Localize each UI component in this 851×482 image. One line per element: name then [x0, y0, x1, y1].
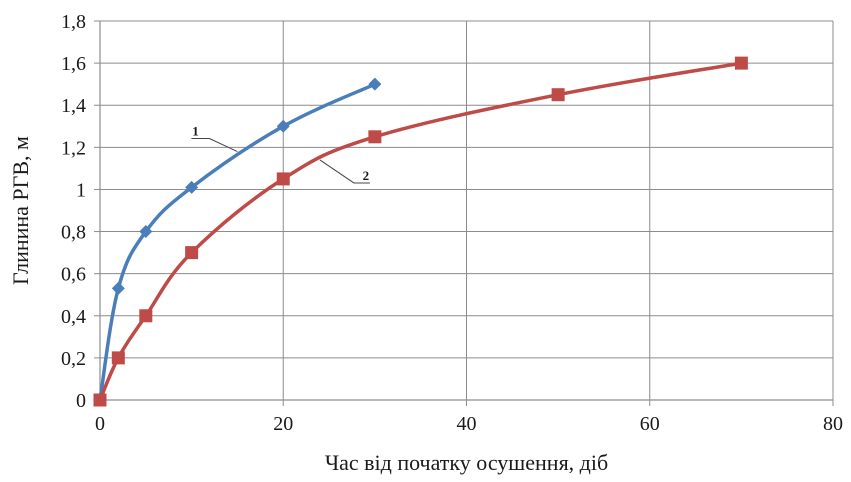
- y-tick-label: 0,2: [61, 348, 86, 370]
- y-tick-label: 0: [76, 390, 86, 412]
- y-tick-label: 1,6: [61, 53, 86, 75]
- x-tick-label: 60: [640, 413, 660, 435]
- x-tick-label: 0: [95, 413, 105, 435]
- series-2: [93, 56, 748, 407]
- x-axis-title: Час від початку осушення, діб: [325, 450, 608, 475]
- y-tick-label: 0,6: [61, 264, 86, 286]
- y-tick-label: 0,4: [61, 306, 86, 328]
- data-point-square: [276, 172, 290, 186]
- y-tick-label: 0,8: [61, 222, 86, 244]
- series-1: [93, 77, 382, 407]
- axes: [94, 20, 834, 406]
- data-point-diamond: [276, 119, 290, 133]
- data-point-square: [551, 88, 565, 102]
- data-point-square: [111, 351, 125, 365]
- x-tick-label: 40: [457, 413, 477, 435]
- data-point-diamond: [368, 77, 382, 91]
- y-tick-label: 1,8: [61, 11, 86, 33]
- series-2-leader: [319, 159, 370, 184]
- series-1-line: [98, 82, 376, 401]
- series-1-annotation: 1: [192, 124, 199, 139]
- data-point-square: [734, 56, 748, 70]
- x-tick-label: 20: [273, 413, 293, 435]
- data-point-diamond: [111, 281, 125, 295]
- y-axis-title: Глинина РГВ, м: [8, 136, 33, 285]
- data-point-diamond: [185, 180, 199, 194]
- x-tick-label: 80: [823, 413, 843, 435]
- series-2-annotation: 2: [363, 168, 370, 183]
- y-tick-label: 1: [76, 179, 86, 201]
- series-group: [93, 56, 748, 407]
- tick-labels: 0 0,2 0,4 0,6 0,8 1 1,2 1,4 1,6 1,8 0 20 40 60 80 1 2: [61, 11, 843, 435]
- data-point-diamond: [139, 225, 153, 239]
- data-point-square: [368, 130, 382, 144]
- y-tick-label: 1,2: [61, 137, 86, 159]
- grid: [100, 20, 834, 400]
- y-tick-label: 1,4: [61, 95, 86, 117]
- data-point-square: [139, 309, 153, 323]
- series-1-leader: [191, 138, 238, 152]
- data-point-square: [93, 393, 107, 407]
- data-point-square: [185, 246, 199, 260]
